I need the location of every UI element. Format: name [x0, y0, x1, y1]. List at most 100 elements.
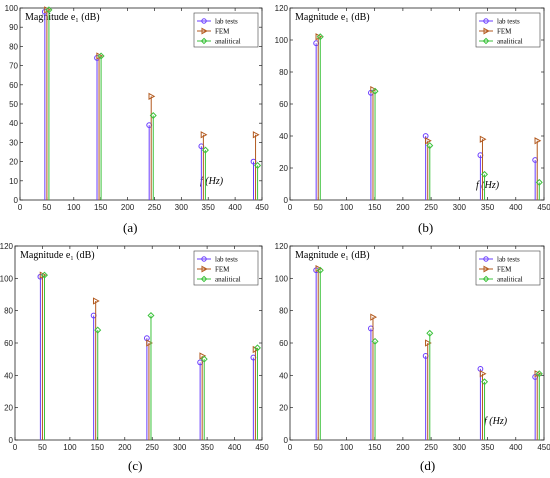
- y-axis-label: Magnitude e₁ (dB): [295, 12, 370, 23]
- y-tick-label: 20: [9, 158, 18, 167]
- y-tick-label: 40: [4, 371, 13, 380]
- legend-marker-fem: [201, 265, 208, 273]
- x-tick-label: 100: [340, 443, 354, 452]
- x-tick-label: 450: [255, 203, 269, 212]
- data-point-analitical: [535, 178, 543, 186]
- y-tick-label: 80: [4, 307, 13, 316]
- x-tick-label: 0: [288, 203, 293, 212]
- legend-label: lab tests: [215, 18, 238, 26]
- y-tick-label: 120: [0, 242, 14, 251]
- y-tick-label: 40: [9, 119, 18, 128]
- legend-marker-lab-tests: [483, 18, 489, 24]
- x-tick-label: 0: [288, 443, 293, 452]
- x-tick-label: 450: [255, 443, 269, 452]
- panel-label: (d): [420, 458, 435, 473]
- y-tick-label: 100: [0, 274, 14, 283]
- chart-panel-b: 0 50 100 150 200 250 300 350 400 450 0 20 40 60 80 100 1…: [275, 4, 550, 235]
- panel-label: (c): [128, 458, 142, 473]
- y-tick-label: 50: [9, 100, 18, 109]
- x-tick-label: 350: [202, 203, 216, 212]
- x-tick-label: 0: [18, 203, 23, 212]
- legend-marker-fem: [483, 27, 490, 35]
- y-tick-label: 80: [279, 68, 288, 77]
- data-point-fem: [370, 85, 378, 94]
- legend-label: analitical: [497, 38, 523, 46]
- legend-marker-lab-tests: [201, 256, 207, 262]
- data-point-fem: [479, 135, 487, 143]
- x-tick-label: 100: [340, 203, 354, 212]
- legend-marker-analitical: [200, 37, 208, 45]
- x-tick-label: 50: [38, 443, 47, 452]
- legend-label: lab tests: [497, 18, 520, 26]
- y-axis-label: Magnitude e₁ (dB): [295, 250, 370, 261]
- data-point-analitical: [481, 170, 489, 178]
- data-point-analitical: [371, 337, 379, 345]
- data-point-fem: [370, 313, 378, 321]
- x-tick-label: 300: [453, 443, 467, 452]
- y-tick-label: 90: [9, 23, 18, 32]
- x-tick-label: 400: [228, 443, 242, 452]
- data-point-fem: [92, 297, 100, 305]
- x-tick-label: 100: [67, 203, 81, 212]
- y-tick-label: 20: [4, 404, 13, 413]
- x-axis-label: f (Hz): [484, 416, 508, 427]
- data-point-analitical: [94, 326, 102, 334]
- legend-label: FEM: [215, 266, 230, 274]
- legend-label: analitical: [215, 38, 241, 46]
- data-point-fem: [534, 137, 542, 145]
- y-tick-label: 80: [9, 42, 18, 51]
- x-tick-label: 0: [13, 443, 18, 452]
- x-tick-label: 150: [368, 443, 382, 452]
- x-tick-label: 200: [118, 443, 132, 452]
- data-point-analitical: [97, 52, 105, 60]
- x-tick-label: 50: [314, 443, 323, 452]
- y-tick-label: 40: [279, 371, 288, 380]
- data-point-analitical: [535, 370, 543, 378]
- data-point-analitical: [40, 271, 49, 279]
- chart-panel-c: 0 50 100 150 200 250 300 350 400 450 0 20 40 60 80 100 1…: [0, 242, 269, 473]
- data-point-analitical: [371, 87, 379, 95]
- legend-label: analitical: [497, 276, 523, 284]
- legend-label: lab tests: [497, 256, 520, 264]
- data-point-analitical: [200, 355, 208, 363]
- x-tick-label: 100: [63, 443, 77, 452]
- x-tick-label: 200: [396, 203, 410, 212]
- x-tick-label: 450: [537, 203, 550, 212]
- x-axis-label: f (Hz): [476, 180, 500, 191]
- x-axis-label: f (Hz): [200, 176, 224, 187]
- x-tick-label: 250: [148, 203, 162, 212]
- data-point-fem: [425, 339, 432, 347]
- y-tick-label: 60: [279, 100, 288, 109]
- y-tick-label: 70: [9, 62, 18, 71]
- data-point-analitical: [426, 142, 434, 150]
- data-point-analitical: [426, 329, 434, 337]
- x-tick-label: 150: [94, 203, 108, 212]
- x-tick-label: 150: [368, 203, 382, 212]
- x-tick-label: 400: [509, 443, 523, 452]
- legend-label: FEM: [215, 28, 230, 36]
- data-point-analitical: [253, 344, 261, 352]
- y-tick-label: 0: [284, 196, 289, 205]
- y-tick-label: 80: [279, 307, 288, 316]
- x-tick-label: 350: [200, 443, 214, 452]
- legend-label: FEM: [497, 266, 512, 274]
- y-tick-label: 60: [9, 81, 18, 90]
- data-point-analitical: [316, 33, 324, 41]
- legend-marker-analitical: [200, 275, 208, 283]
- legend-marker-lab-tests: [201, 18, 207, 24]
- y-tick-label: 100: [5, 4, 19, 13]
- panel-label: (b): [418, 220, 433, 235]
- x-tick-label: 300: [173, 443, 187, 452]
- data-point-fem: [148, 92, 156, 100]
- x-tick-label: 300: [175, 203, 189, 212]
- x-tick-label: 300: [453, 203, 467, 212]
- data-point-analitical: [481, 378, 489, 386]
- panel-label: (a): [123, 220, 137, 235]
- data-point-analitical: [254, 161, 262, 169]
- legend-marker-fem: [483, 265, 490, 273]
- y-tick-label: 20: [279, 404, 288, 413]
- x-tick-label: 200: [121, 203, 135, 212]
- data-point-analitical: [147, 312, 155, 320]
- data-point-analitical: [149, 112, 157, 120]
- chart-panel-d: 0 50 100 150 200 250 300 350 400 450 0 20 40 60 80 100 1…: [275, 242, 550, 473]
